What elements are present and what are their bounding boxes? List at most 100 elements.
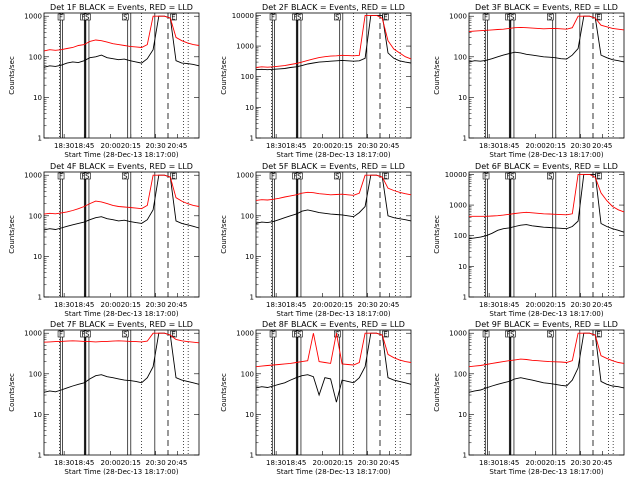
chart-title: Det 6F BLACK = Events, RED = LLD xyxy=(475,162,618,171)
series-events-line xyxy=(255,332,412,403)
x-tick-label: 20:00 xyxy=(526,142,546,150)
chart-panel-5: Det 5F BLACK = Events, RED = LLD Counts/s… xyxy=(220,162,412,318)
x-tick-label: 18:30 xyxy=(479,142,499,150)
marker-box xyxy=(334,13,341,21)
y-tick-label: 1 xyxy=(38,135,42,143)
x-tick-label: 20:45 xyxy=(379,301,399,309)
marker-label: F xyxy=(294,173,298,181)
chart-panel-6: Det 6F BLACK = Events, RED = LLD Counts/s… xyxy=(433,162,625,318)
marker-label: F xyxy=(507,14,511,22)
marker-label: S xyxy=(548,14,553,22)
y-axis-label: Counts/sec xyxy=(433,215,441,254)
marker-box xyxy=(296,13,303,21)
x-tick-label: 20:15 xyxy=(121,142,141,150)
y-tick-label: 1000 xyxy=(236,43,254,51)
chart-title: Det 8F BLACK = Events, RED = LLD xyxy=(262,320,405,329)
x-tick-label: 20:15 xyxy=(546,459,566,467)
y-tick-label: 100 xyxy=(454,53,467,61)
x-tick-label: 18:45 xyxy=(286,459,306,467)
marker-box xyxy=(84,172,91,180)
marker-label: F xyxy=(271,14,275,22)
y-tick-label: 100 xyxy=(29,53,42,61)
y-tick-label: 10 xyxy=(458,263,467,271)
series-lld-line xyxy=(255,332,412,368)
series-lld-line xyxy=(468,15,625,32)
plot-frame xyxy=(43,171,200,298)
plot-frame xyxy=(43,12,200,139)
x-tick-label: 20:45 xyxy=(592,301,612,309)
x-axis-label: Start Time (28-Dec-13 18:17:00) xyxy=(64,151,178,159)
marker-label: E xyxy=(171,14,175,22)
x-tick-label: 20:15 xyxy=(121,301,141,309)
x-axis-label: Start Time (28-Dec-13 18:17:00) xyxy=(489,468,603,476)
plot-frame xyxy=(468,329,625,456)
x-tick-label: 20:15 xyxy=(333,142,353,150)
x-tick-label: 20:00 xyxy=(101,301,121,309)
marker-box xyxy=(595,330,602,338)
y-tick-label: 1 xyxy=(250,452,254,460)
marker-box xyxy=(509,13,516,21)
x-tick-label: 20:00 xyxy=(313,301,333,309)
x-tick-label: 20:45 xyxy=(379,142,399,150)
marker-label: S xyxy=(510,173,515,181)
plot-frame xyxy=(43,329,200,456)
marker-label: S xyxy=(85,331,90,339)
chart-panel-3: Det 3F BLACK = Events, RED = LLD Counts/s… xyxy=(433,3,625,159)
x-tick-label: 18:30 xyxy=(266,142,286,150)
x-tick-label: 20:30 xyxy=(571,142,591,150)
x-tick-label: 20:15 xyxy=(333,459,353,467)
x-tick-label: 20:00 xyxy=(101,459,121,467)
y-tick-label: 1 xyxy=(38,294,42,302)
marker-box xyxy=(170,13,177,21)
series-events-line xyxy=(468,332,625,393)
y-tick-label: 10 xyxy=(245,253,254,261)
series-lld-line xyxy=(468,332,625,368)
marker-label: F xyxy=(271,331,275,339)
y-tick-label: 1 xyxy=(463,135,467,143)
x-tick-label: 18:45 xyxy=(74,142,94,150)
series-lld-line xyxy=(43,15,200,52)
x-tick-label: 20:30 xyxy=(358,142,378,150)
x-tick-label: 18:30 xyxy=(266,459,286,467)
series-events-line xyxy=(255,174,412,224)
y-tick-label: 1000 xyxy=(24,13,42,21)
marker-box xyxy=(269,172,277,180)
x-tick-label: 18:45 xyxy=(286,142,306,150)
marker-label: F xyxy=(294,14,298,22)
marker-label: S xyxy=(510,14,515,22)
x-tick-label: 20:45 xyxy=(592,459,612,467)
series-lld-line xyxy=(43,332,200,344)
x-tick-label: 18:30 xyxy=(54,301,74,309)
y-tick-label: 10 xyxy=(33,94,42,102)
chart-title: Det 5F BLACK = Events, RED = LLD xyxy=(262,162,405,171)
y-tick-label: 10000 xyxy=(445,171,467,179)
marker-box xyxy=(296,330,303,338)
x-tick-label: 20:45 xyxy=(379,459,399,467)
marker-label: E xyxy=(383,173,387,181)
y-axis-label: Counts/sec xyxy=(8,215,16,254)
x-tick-label: 20:45 xyxy=(167,301,187,309)
x-tick-label: 18:45 xyxy=(74,459,94,467)
marker-label: F xyxy=(59,173,63,181)
x-tick-label: 20:00 xyxy=(313,142,333,150)
x-tick-label: 20:30 xyxy=(571,301,591,309)
chart-panel-2: Det 2F BLACK = Events, RED = LLD Counts/s… xyxy=(220,3,412,159)
marker-box xyxy=(269,13,277,21)
marker-label: F xyxy=(507,331,511,339)
marker-label: F xyxy=(59,14,63,22)
chart-title: Det 4F BLACK = Events, RED = LLD xyxy=(50,162,193,171)
marker-label: S xyxy=(510,331,515,339)
x-tick-label: 20:30 xyxy=(146,459,166,467)
marker-label: F xyxy=(82,173,86,181)
x-tick-label: 18:30 xyxy=(479,301,499,309)
plot-frame xyxy=(468,171,625,298)
marker-box xyxy=(57,330,65,338)
marker-box xyxy=(482,172,490,180)
y-axis-label: Counts/sec xyxy=(220,56,228,95)
x-tick-label: 18:30 xyxy=(266,301,286,309)
marker-label: F xyxy=(82,14,86,22)
y-tick-label: 1 xyxy=(250,135,254,143)
x-tick-label: 18:30 xyxy=(54,459,74,467)
marker-box xyxy=(382,172,389,180)
